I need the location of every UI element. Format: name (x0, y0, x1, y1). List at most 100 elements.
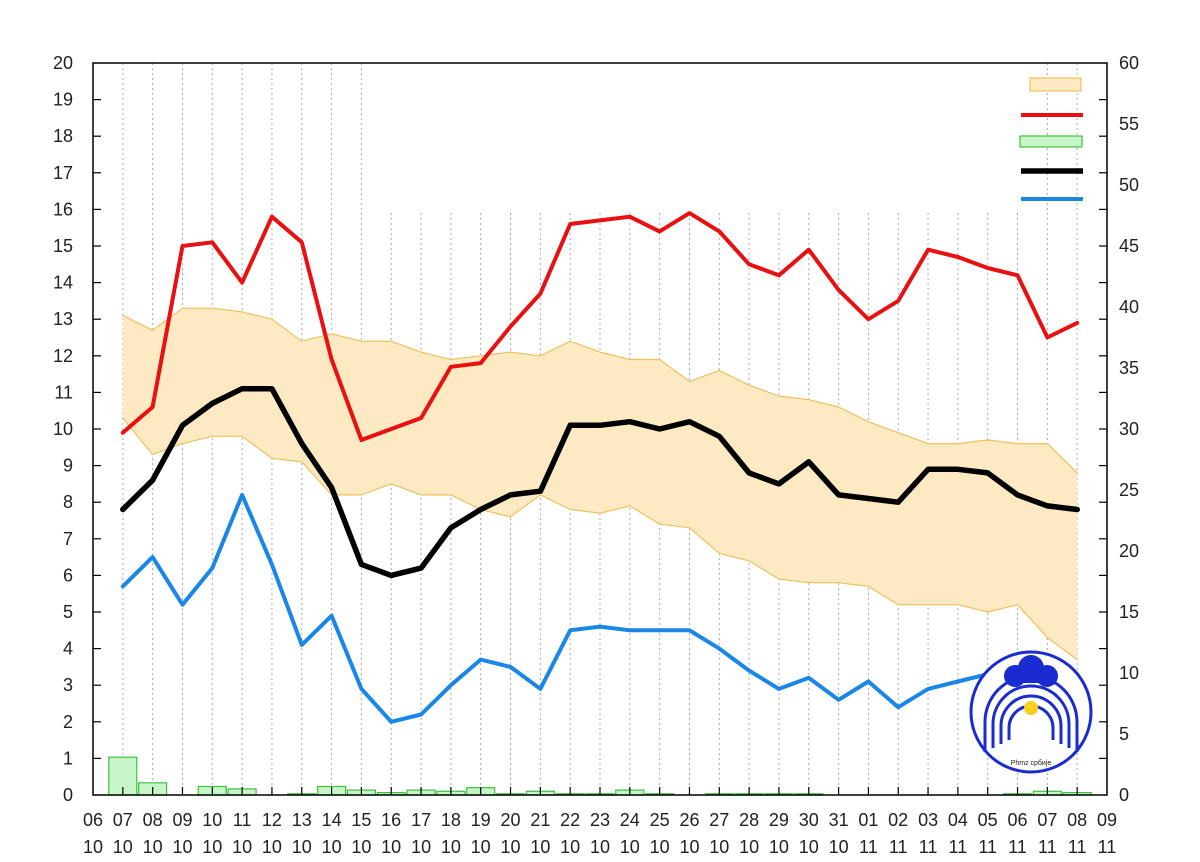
x-tick-day: 17 (411, 810, 431, 830)
x-tick-day: 02 (888, 810, 908, 830)
x-tick-day: 23 (590, 810, 610, 830)
x-tick-day: 11 (233, 810, 252, 830)
x-axis-ticks: 06 10 07 10 08 10 09 10 10 10 11 10 12 10 13 10 14 10 15 10… (83, 787, 1117, 857)
x-tick-month: 10 (560, 837, 580, 857)
x-tick-month: 10 (679, 837, 699, 857)
x-tick-day: 04 (948, 810, 968, 830)
x-tick-day: 26 (679, 810, 699, 830)
x-tick-day: 29 (769, 810, 789, 830)
x-tick-month: 10 (739, 837, 759, 857)
x-tick-day: 07 (113, 810, 133, 830)
y-tick-label: 6 (63, 565, 73, 585)
x-tick-day: 06 (1007, 810, 1027, 830)
y-tick-label: 10 (53, 419, 73, 439)
x-tick-month: 10 (202, 837, 222, 857)
x-tick-month: 10 (829, 837, 849, 857)
y2-tick-label: 20 (1119, 541, 1139, 561)
tmin-line (120, 492, 1080, 724)
x-tick-day: 13 (292, 810, 312, 830)
x-tick-day: 18 (441, 810, 461, 830)
x-tick-day: 10 (202, 810, 222, 830)
y-tick-label: 1 (63, 748, 73, 768)
x-tick-day: 16 (381, 810, 401, 830)
x-tick-month: 11 (1038, 837, 1057, 857)
y-tick-label: 5 (63, 602, 73, 622)
y-tick-label: 19 (53, 90, 73, 110)
y2-tick-label: 5 (1119, 724, 1129, 744)
x-tick-day: 31 (829, 810, 849, 830)
x-tick-day: 03 (918, 810, 938, 830)
x-tick-day: 08 (1067, 810, 1087, 830)
y-tick-label: 0 (63, 785, 73, 805)
x-tick-month: 10 (471, 837, 491, 857)
y-tick-label: 12 (53, 346, 73, 366)
x-tick-month: 10 (709, 837, 729, 857)
x-tick-month: 10 (351, 837, 371, 857)
x-tick-month: 10 (620, 837, 640, 857)
x-tick-day: 30 (799, 810, 819, 830)
x-tick-day: 05 (978, 810, 998, 830)
x-tick-day: 20 (500, 810, 520, 830)
y2-tick-label: 45 (1119, 236, 1139, 256)
x-tick-day: 14 (322, 810, 342, 830)
y-tick-label: 3 (63, 675, 73, 695)
x-tick-day: 06 (83, 810, 103, 830)
x-tick-month: 11 (1008, 837, 1027, 857)
x-tick-month: 11 (978, 837, 997, 857)
y2-tick-label: 25 (1119, 480, 1139, 500)
x-tick-day: 12 (262, 810, 282, 830)
x-tick-day: 21 (530, 810, 550, 830)
x-tick-day: 15 (351, 810, 371, 830)
x-tick-month: 10 (143, 837, 163, 857)
x-tick-day: 09 (1097, 810, 1117, 830)
legend (1019, 77, 1083, 201)
x-tick-month: 10 (381, 837, 401, 857)
y-tick-label: 16 (53, 199, 73, 219)
y2-tick-label: 35 (1119, 358, 1139, 378)
x-tick-month: 10 (500, 837, 520, 857)
y2-tick-label: 0 (1119, 785, 1129, 805)
x-tick-day: 01 (858, 810, 878, 830)
x-tick-day: 22 (560, 810, 580, 830)
rhmz-logo: Рhmz србије (969, 650, 1093, 774)
climatology-band (122, 307, 1078, 661)
x-tick-day: 19 (471, 810, 491, 830)
y2-tick-label: 55 (1119, 114, 1139, 134)
x-tick-month: 10 (322, 837, 342, 857)
x-tick-day: 24 (620, 810, 640, 830)
y-tick-label: 2 (63, 712, 73, 732)
y2-tick-label: 15 (1119, 602, 1139, 622)
y-tick-label: 20 (53, 53, 73, 73)
x-tick-month: 10 (441, 837, 461, 857)
x-tick-day: 28 (739, 810, 759, 830)
y2-tick-label: 50 (1119, 175, 1139, 195)
x-tick-month: 10 (172, 837, 192, 857)
y2-tick-label: 10 (1119, 663, 1139, 683)
x-tick-month: 10 (411, 837, 431, 857)
y-tick-label: 4 (63, 639, 73, 659)
x-tick-month: 11 (1098, 837, 1117, 857)
x-tick-month: 10 (113, 837, 133, 857)
y-tick-label: 14 (53, 273, 73, 293)
x-tick-month: 11 (889, 837, 908, 857)
x-tick-month: 11 (919, 837, 938, 857)
legend-swatch-precip (1019, 135, 1083, 148)
legend-swatch-clim (1029, 77, 1082, 92)
tmean-line (120, 385, 1080, 579)
y-tick-label: 17 (53, 163, 73, 183)
x-tick-month: 10 (650, 837, 670, 857)
temperature-lines (120, 211, 1080, 724)
x-tick-month: 10 (83, 837, 103, 857)
tmax-line (120, 211, 1080, 442)
y2-axis-ticks: 0 5 10 15 20 25 30 35 40 45 50 55 60 (1119, 53, 1139, 805)
clim-band-area (122, 308, 1078, 660)
y-tick-label: 8 (63, 492, 73, 512)
clim-upper-edge (122, 307, 1078, 474)
clim-lower-edge (122, 417, 1078, 661)
x-tick-month: 10 (262, 837, 282, 857)
y2-tick-label: 30 (1119, 419, 1139, 439)
y-tick-label: 11 (54, 382, 73, 402)
logo-caption: Рhmz србије (1011, 759, 1052, 767)
